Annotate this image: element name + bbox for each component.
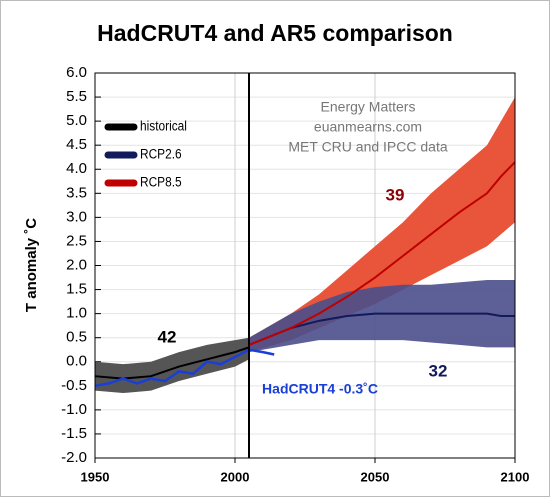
y-tick-label: 1.5	[66, 281, 87, 298]
y-tick-label: 3.0	[66, 208, 87, 225]
x-tick-label: 2100	[501, 469, 530, 484]
y-tick-label: -1.0	[61, 401, 87, 418]
annotation: HadCRUT4 -0.3˚C	[262, 381, 378, 397]
legend-label: historical	[140, 118, 187, 134]
annotation: MET CRU and IPCC data	[288, 139, 447, 155]
line	[94, 348, 275, 388]
chart-title: HadCRUT4 and AR5 comparison	[97, 20, 453, 46]
y-tick-label: 3.5	[66, 184, 87, 201]
y-tick-label: 6.0	[66, 64, 87, 81]
line	[248, 161, 516, 346]
band	[95, 337, 249, 394]
plot-border	[94, 72, 516, 459]
annotation: euanmearns.com	[314, 119, 422, 135]
annotation: 32	[429, 361, 448, 380]
band	[249, 279, 515, 353]
legend-label: RCP2.6	[140, 146, 182, 162]
y-tick-label: -2.0	[61, 449, 87, 466]
annotation: Energy Matters	[321, 99, 416, 115]
line	[248, 312, 515, 346]
y-tick-label: -0.5	[61, 377, 87, 394]
x-tick-label: 2050	[361, 469, 390, 484]
x-tick-label: 1950	[81, 469, 110, 484]
y-tick-label: 1.0	[66, 305, 87, 322]
y-tick-label: 2.0	[66, 256, 87, 273]
y-tick-label: 0.0	[66, 353, 87, 370]
y-tick-label: 2.5	[66, 232, 87, 249]
y-tick-label: 4.0	[66, 160, 87, 177]
y-tick-label: -1.5	[61, 425, 87, 442]
y-tick-label: 5.5	[66, 88, 87, 105]
y-tick-label: 4.5	[66, 136, 87, 153]
annotation: 39	[386, 185, 405, 204]
y-tick-label: 5.0	[66, 112, 87, 129]
annotation: 42	[158, 327, 177, 346]
x-tick-label: 2000	[221, 469, 250, 484]
legend-label: RCP8.5	[140, 174, 182, 190]
y-tick-label: 0.5	[66, 329, 87, 346]
y-axis-label: T anomaly ˚C	[23, 218, 40, 312]
